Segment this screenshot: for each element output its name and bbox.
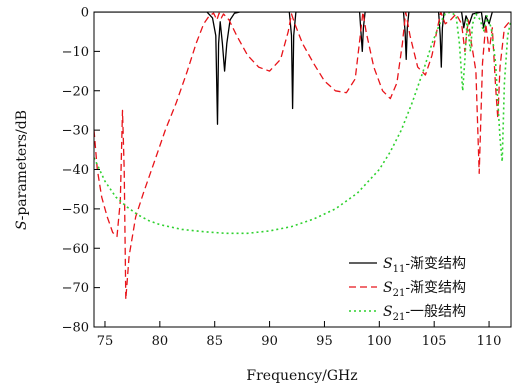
- legend-subscript: 21: [393, 288, 406, 299]
- legend-entry-3: S21-一般结构: [383, 304, 466, 323]
- x-tick-label: 110: [477, 334, 502, 349]
- x-tick-label: 80: [152, 334, 169, 349]
- x-tick-label: 105: [422, 334, 447, 349]
- y-tick-label: −10: [62, 45, 89, 60]
- legend-symbol: S: [383, 280, 393, 296]
- x-axis: 75 80 85 90 95 100 105 110: [97, 321, 502, 349]
- y-tick-label: −20: [62, 84, 89, 99]
- y-tick-label: −50: [62, 202, 89, 217]
- series-line-1: [94, 12, 511, 125]
- legend-subscript: 11: [393, 264, 406, 275]
- y-axis-label: S-parameters/dB: [14, 110, 30, 230]
- series-line-3: [94, 12, 511, 235]
- y-tick-label: −40: [62, 163, 89, 178]
- y-axis: 0 −10 −20 −30 −40 −50 −60 −70 −80: [62, 6, 100, 336]
- legend-suffix: -渐变结构: [405, 256, 466, 272]
- legend-subscript: 21: [393, 312, 406, 323]
- y-tick-label: −60: [62, 242, 89, 257]
- y-axis-label-text: -parameters/dB: [14, 110, 30, 220]
- curves: [94, 12, 511, 301]
- legend-symbol: S: [383, 304, 393, 320]
- x-axis-label: Frequency/GHz: [246, 368, 357, 384]
- legend-entry-2: S21-渐变结构: [383, 280, 466, 299]
- x-tick-label: 95: [316, 334, 333, 349]
- series-line-2: [94, 12, 511, 301]
- y-tick-label: −30: [62, 124, 89, 139]
- legend-suffix: -渐变结构: [405, 280, 466, 296]
- x-tick-label: 90: [261, 334, 278, 349]
- x-tick-label: 100: [367, 334, 392, 349]
- y-axis-label-symbol: S: [14, 220, 30, 230]
- x-tick-label: 85: [206, 334, 223, 349]
- y-tick-label: 0: [81, 6, 89, 21]
- y-tick-label: −80: [62, 321, 89, 336]
- legend-symbol: S: [383, 256, 393, 272]
- legend-entry-1: S11-渐变结构: [383, 256, 466, 275]
- x-tick-label: 75: [97, 334, 114, 349]
- y-tick-label: −70: [62, 281, 89, 296]
- legend-suffix: -一般结构: [405, 304, 466, 320]
